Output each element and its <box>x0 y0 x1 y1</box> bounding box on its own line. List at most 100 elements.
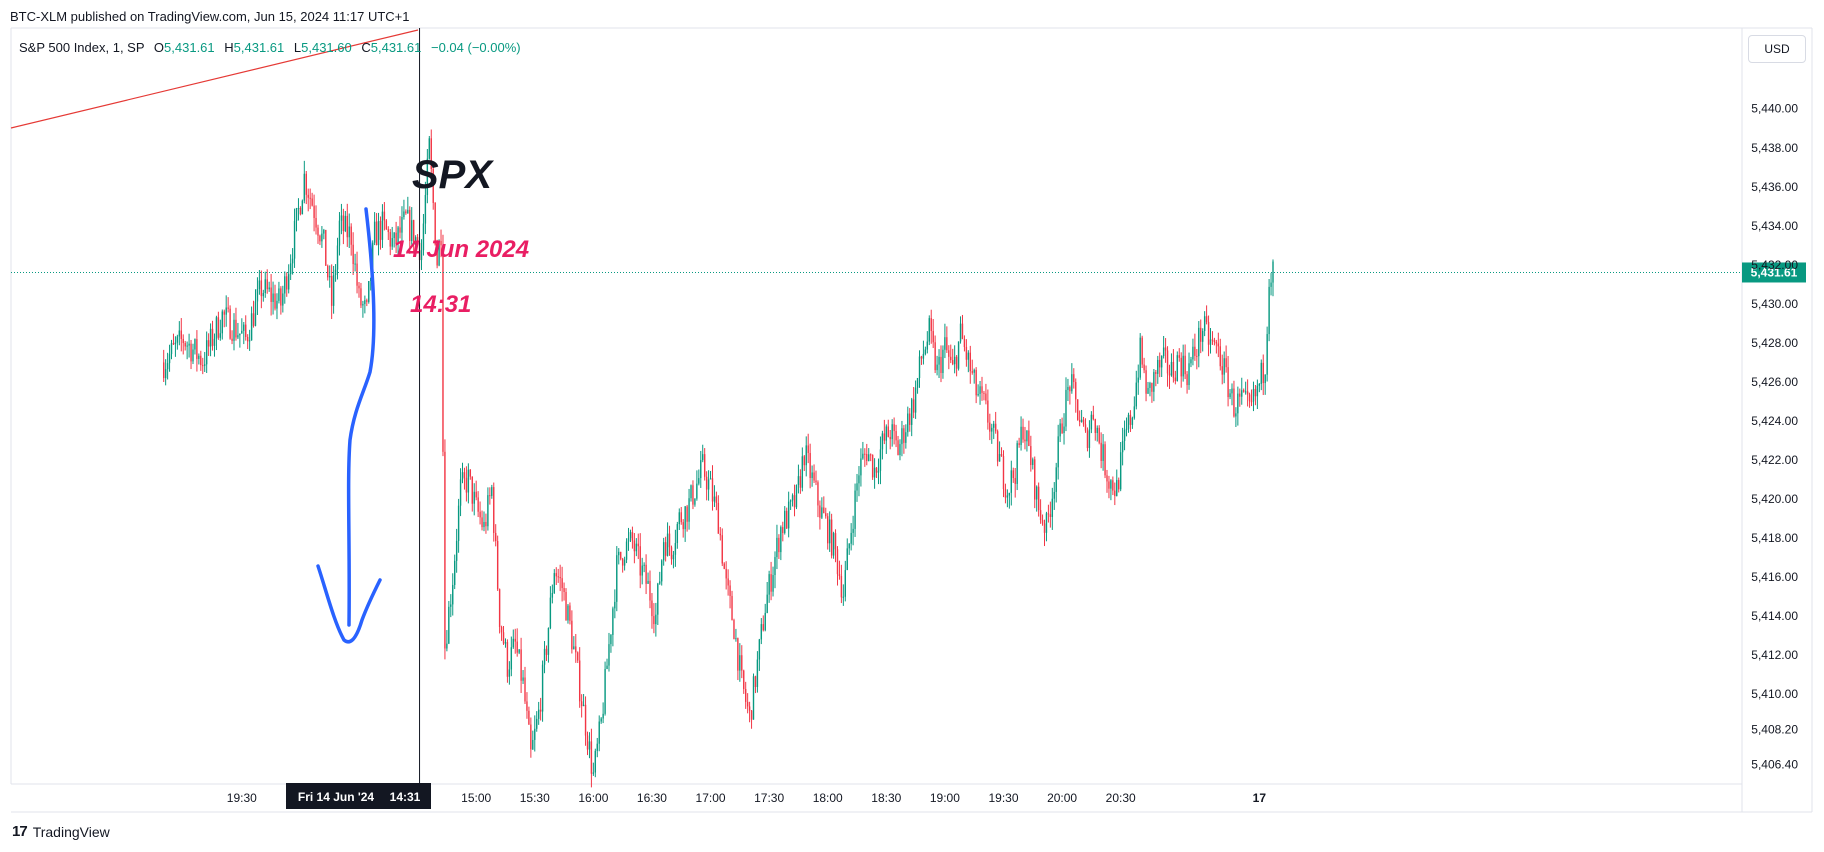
candle-body <box>1073 374 1075 383</box>
candle-body <box>869 454 872 456</box>
candle-body <box>325 229 327 266</box>
candle-body <box>354 263 356 265</box>
candle <box>330 264 333 320</box>
candle-body <box>455 540 458 561</box>
candle-body <box>1075 382 1077 400</box>
candle <box>1088 420 1091 458</box>
candle-body <box>905 432 907 443</box>
candle-body <box>1254 388 1257 397</box>
candle-body <box>858 475 860 484</box>
candle-body <box>973 369 975 373</box>
candle-body <box>428 138 431 159</box>
candle <box>198 353 200 365</box>
candle <box>897 435 899 456</box>
candle <box>1252 381 1255 412</box>
candle-body <box>254 301 257 326</box>
candle-body <box>391 238 393 247</box>
candle-body <box>280 288 282 306</box>
candle <box>1217 332 1220 358</box>
candle <box>1047 504 1050 523</box>
candle-body <box>1006 495 1009 498</box>
candle-body <box>243 324 245 331</box>
candle <box>457 498 460 553</box>
candle <box>311 192 313 207</box>
marker-stroke-down <box>346 207 376 627</box>
candle-body <box>323 229 325 234</box>
candle <box>1063 413 1065 445</box>
candle-body <box>1166 350 1169 374</box>
candle-body <box>1049 514 1052 518</box>
y-tick-label: 5,410.00 <box>1751 687 1798 701</box>
candle <box>1018 437 1020 448</box>
ohlc-legend[interactable]: S&P 500 Index, 1, SP O5,431.61 H5,431.61… <box>19 40 521 55</box>
candle-body <box>618 551 620 556</box>
candle <box>1014 467 1016 498</box>
candle-body <box>924 349 927 354</box>
candle-body <box>1024 439 1026 442</box>
candle-body <box>620 551 622 559</box>
candle <box>909 408 911 432</box>
candle-body <box>479 511 481 518</box>
candle-body <box>422 223 425 251</box>
candle-body <box>342 215 345 232</box>
candle <box>651 593 653 629</box>
candle-body <box>274 293 276 309</box>
candle <box>950 344 952 364</box>
candle <box>899 439 901 461</box>
candle <box>1022 418 1024 443</box>
candle-body <box>241 330 243 334</box>
candle <box>1098 425 1100 445</box>
candle <box>955 355 958 377</box>
candle-body <box>610 634 612 645</box>
currency-button[interactable]: USD <box>1748 35 1806 63</box>
candle-body <box>1026 430 1028 442</box>
candle <box>481 510 483 531</box>
candle-body <box>186 345 188 347</box>
candle-body <box>1137 377 1139 383</box>
candle-body <box>936 364 938 371</box>
candle-body <box>614 601 616 609</box>
candle-body <box>1244 391 1247 393</box>
candle <box>309 188 311 210</box>
candle <box>805 436 807 477</box>
candle <box>713 485 716 507</box>
candle <box>750 710 753 729</box>
candle-body <box>1071 374 1073 392</box>
candle-body <box>1266 334 1268 375</box>
candle <box>1075 378 1077 413</box>
candle <box>979 380 981 405</box>
candle <box>815 470 817 486</box>
x-tick-label: 20:00 <box>1047 791 1077 805</box>
candle-body <box>338 220 341 246</box>
candle <box>571 610 573 654</box>
candle <box>856 473 858 502</box>
candle-body <box>401 217 403 233</box>
candle <box>186 341 188 360</box>
tradingview-brand[interactable]: 17 TradingView <box>12 823 110 840</box>
candle-body <box>436 244 438 266</box>
candle <box>991 423 993 444</box>
candle <box>881 430 884 460</box>
candle-body <box>778 537 780 553</box>
candle <box>1037 482 1040 517</box>
candle <box>532 730 534 750</box>
candle-body <box>983 392 985 394</box>
candle-body <box>746 701 749 707</box>
candle-body <box>530 724 532 750</box>
candle <box>883 419 886 445</box>
candle <box>297 198 300 221</box>
candle-body <box>588 741 591 750</box>
candle-body <box>944 337 946 350</box>
candle-body <box>483 521 485 528</box>
candle-body <box>864 453 866 455</box>
candle-body <box>635 543 638 552</box>
candle-body <box>879 449 882 471</box>
candle <box>653 603 655 634</box>
candle-body <box>889 436 891 440</box>
candle <box>1002 450 1005 498</box>
candle <box>411 207 413 245</box>
candle-body <box>717 502 720 534</box>
candle <box>409 206 411 254</box>
candle <box>211 320 214 351</box>
